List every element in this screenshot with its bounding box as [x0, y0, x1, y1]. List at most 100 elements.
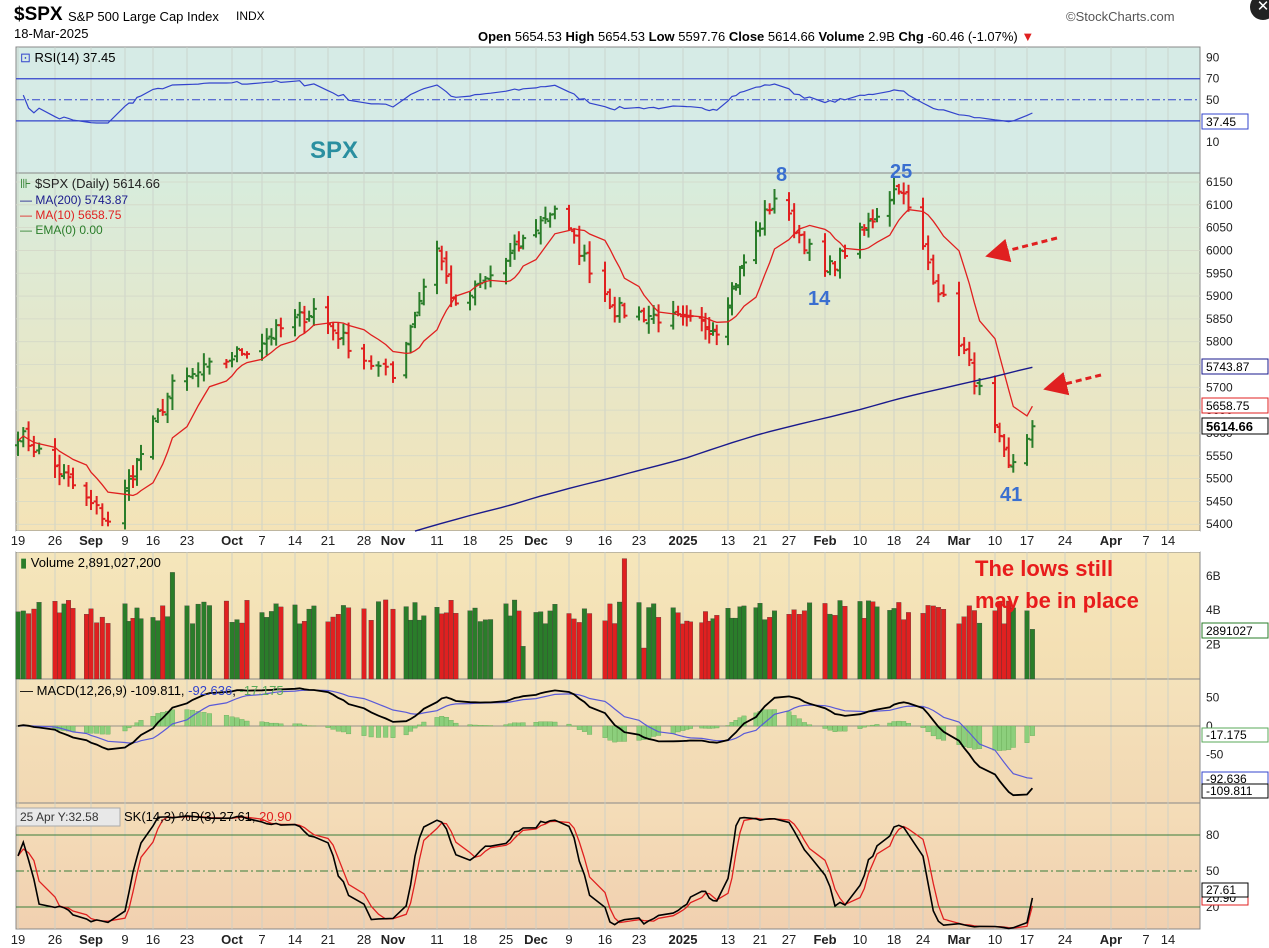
volume-tag-box	[1201, 622, 1269, 639]
axis-layer: 19 26 Sep 9 16 23 Oct 7 14 21 28 Nov 11 18 25 Dec 9 16 23 2…	[11, 533, 1175, 947]
price-bar	[443, 251, 450, 284]
volume-bar	[84, 614, 89, 680]
x-axis-label: Feb	[813, 932, 836, 947]
volume-bar	[239, 622, 245, 680]
macd-hist-bar	[842, 725, 848, 732]
x-axis-label: Mar	[947, 533, 970, 548]
price-bar	[325, 295, 331, 335]
x-axis-label: 24	[916, 932, 930, 947]
macd-tick-label: 0	[1206, 719, 1213, 733]
volume-bar	[36, 602, 42, 680]
macd-hist-bar	[403, 725, 409, 736]
ma10-line	[17, 208, 1033, 497]
volume-bar	[997, 601, 1003, 680]
volume-bar	[1010, 607, 1016, 680]
stoch-tooltip: 25 Apr Y:32.58	[20, 810, 99, 824]
price-bar	[827, 255, 833, 276]
volume-bar	[488, 619, 494, 680]
volume-bar	[223, 600, 229, 680]
close-icon[interactable]: ✕	[1250, 0, 1269, 20]
volume-bar	[26, 613, 32, 680]
legend-ma200: — MA(200) 5743.87	[20, 193, 128, 207]
x-axis-label: 21	[753, 932, 767, 947]
price-bar	[310, 298, 317, 326]
volume-tick-label: 6B	[1206, 569, 1221, 583]
x-axis-label: 24	[1058, 533, 1072, 548]
volume-bar	[503, 603, 509, 680]
macd-hist-bar	[330, 725, 336, 730]
price-bar	[130, 465, 136, 488]
price-bar	[56, 454, 63, 486]
macd-hist-bar	[966, 725, 972, 748]
close-value: 5614.66	[767, 29, 815, 44]
macd-hist-bar	[516, 722, 522, 727]
bar-icon: ⊪	[20, 176, 31, 191]
macd-hist-bar	[448, 720, 454, 727]
macd-hist-bar	[636, 725, 642, 741]
volume-bar	[901, 619, 907, 680]
volume-bar	[390, 608, 396, 680]
volume-bar	[244, 600, 250, 680]
x-axis-label: Feb	[813, 533, 836, 548]
price-bar	[70, 467, 76, 489]
close-label: Close	[728, 29, 765, 44]
volume-bar	[832, 615, 838, 680]
macd-title: — MACD(12,26,9) -109.811, -92.636, -17.1…	[20, 683, 284, 698]
volume-bar	[408, 619, 414, 680]
signal-tag: -92.636	[1206, 772, 1247, 786]
high-label: High	[565, 29, 595, 44]
x-axis-label: Mar	[947, 932, 970, 947]
volume-bar	[925, 605, 931, 680]
macd-hist-bar	[259, 721, 265, 727]
macd-hist-bar	[1024, 725, 1030, 743]
note-line-2: may be in place	[975, 588, 1139, 613]
price-bar	[412, 311, 418, 329]
volume-bar	[741, 605, 747, 680]
ma200-tag-box	[1201, 358, 1269, 375]
volume-bar	[656, 617, 662, 680]
price-bar	[20, 427, 27, 448]
macd-hist-bar	[234, 717, 240, 727]
volume-bar	[935, 607, 941, 680]
volume-bar	[403, 606, 409, 680]
x-axis-label: 7	[258, 932, 265, 947]
volume-bar	[757, 603, 763, 680]
x-axis-label: 26	[48, 932, 62, 947]
price-bar	[976, 378, 983, 396]
x-axis-label: 23	[632, 533, 646, 548]
price-bar	[164, 392, 171, 424]
x-axis-label: 7	[1142, 932, 1149, 947]
stoch-tooltip-box	[15, 807, 121, 827]
volume-bar	[533, 612, 539, 680]
price-bar	[1001, 434, 1008, 458]
macd-hist-bar	[195, 711, 201, 727]
volume-bar	[99, 616, 105, 680]
volume-bar	[234, 619, 240, 680]
volume-bar	[566, 613, 572, 680]
volume-bar	[941, 609, 947, 680]
x-axis-label: 28	[357, 533, 371, 548]
macd-hist-bar	[335, 725, 341, 732]
ma200-line	[414, 366, 1033, 532]
macd-hist-bar	[581, 725, 587, 732]
volume-bar	[866, 600, 871, 680]
price-bar	[920, 197, 926, 250]
volume-bar	[961, 616, 967, 680]
price-bar	[586, 241, 593, 284]
volume-bar	[571, 618, 577, 680]
macd-hist-bar	[602, 725, 608, 738]
stoch-tick-label: 80	[1206, 828, 1220, 842]
price-bar	[416, 292, 423, 317]
volume-bar	[636, 602, 642, 680]
legend-price: ⊪ $SPX (Daily) 5614.66	[20, 176, 160, 191]
volume-bar	[791, 609, 797, 680]
volume-bar	[229, 622, 235, 680]
price-bar	[169, 374, 176, 411]
price-bar	[640, 307, 647, 323]
legend-ma10: — MA(10) 5658.75	[20, 208, 122, 222]
x-axis-label: Sep	[79, 932, 103, 947]
macd-hist-bar	[906, 723, 911, 727]
macd-hist-bar	[891, 721, 897, 727]
